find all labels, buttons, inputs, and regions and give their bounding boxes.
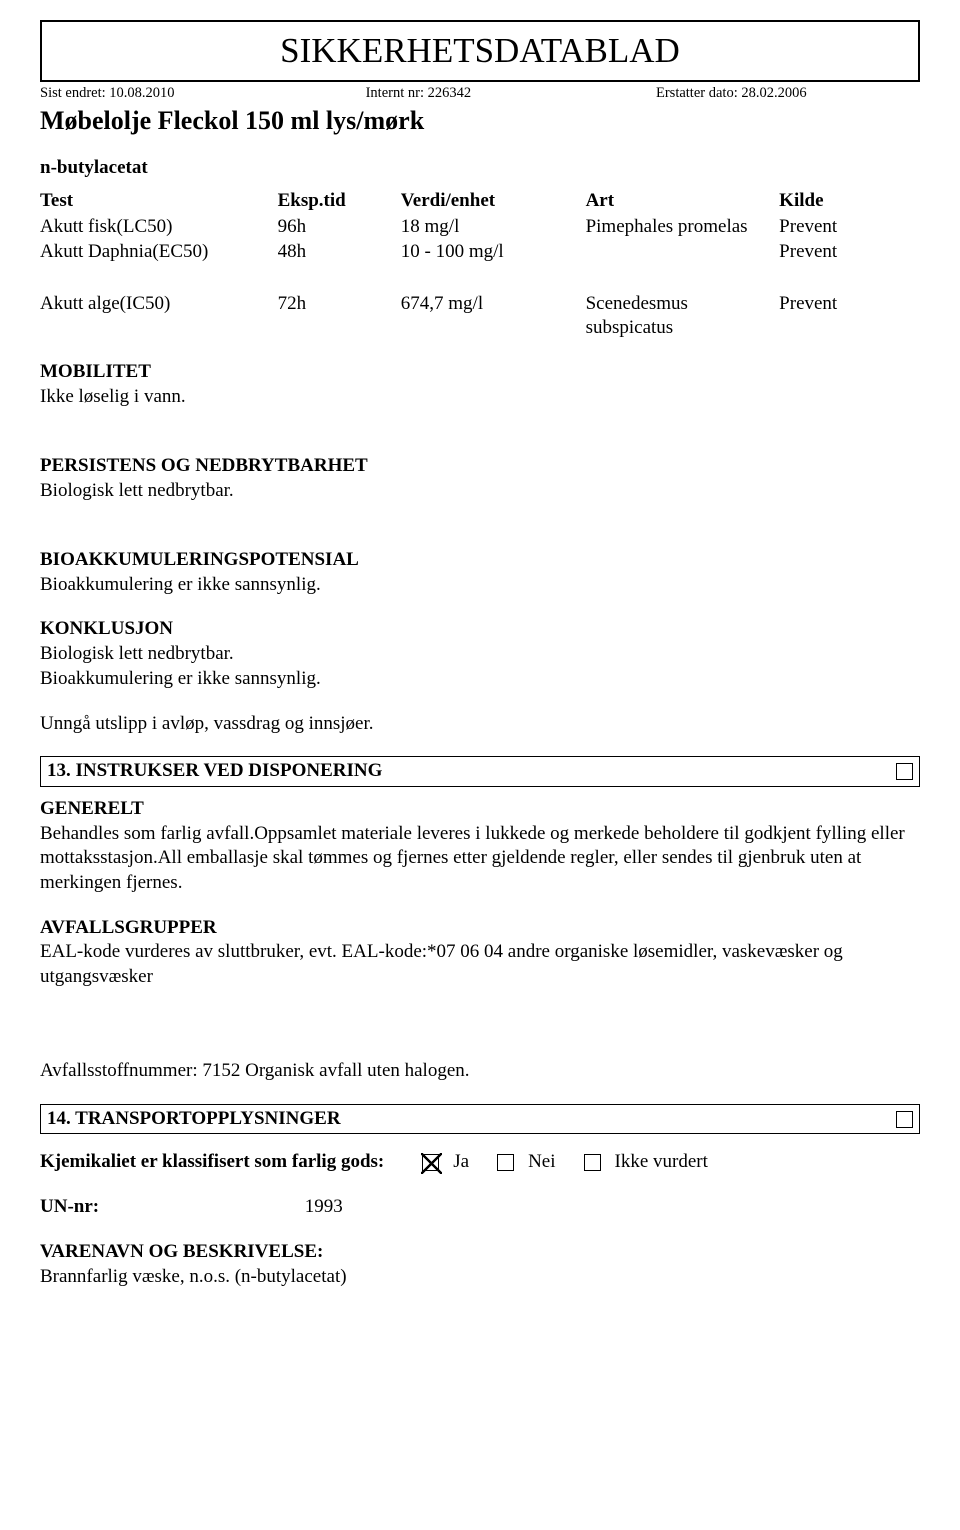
un-row: UN-nr: 1993 <box>40 1195 920 1220</box>
table-row: Akutt Daphnia(EC50) 48h 10 - 100 mg/l Pr… <box>40 240 920 266</box>
general-text: Behandles som farlig avfall.Oppsamlet ma… <box>40 822 920 896</box>
waste-heading: AVFALLSGRUPPER <box>40 916 920 941</box>
general-heading: GENERELT <box>40 797 920 822</box>
waste-number: Avfallsstoffnummer: 7152 Organisk avfall… <box>40 1059 920 1084</box>
document-title: SIKKERHETSDATABLAD <box>40 20 920 82</box>
col-art: Art <box>586 189 780 215</box>
conclusion-l1: Biologisk lett nedbrytbar. <box>40 642 920 667</box>
un-label: UN-nr: <box>40 1195 300 1220</box>
col-eksp: Eksp.tid <box>278 189 401 215</box>
waste-text: EAL-kode vurderes av sluttbruker, evt. E… <box>40 940 920 989</box>
checkbox-ikke-icon <box>584 1154 601 1171</box>
checkbox-ja-icon <box>422 1154 439 1171</box>
product-name: Møbelolje Fleckol 150 ml lys/mørk <box>40 104 920 138</box>
meta-internal: Internt nr: 226342 <box>366 84 656 103</box>
table-row: Akutt alge(IC50) 72h 674,7 mg/l Scenedes… <box>40 292 920 342</box>
conclusion-heading: KONKLUSJON <box>40 617 920 642</box>
mobility-text: Ikke løselig i vann. <box>40 385 920 410</box>
section-13-header: 13. INSTRUKSER VED DISPONERING <box>40 756 920 787</box>
opt-ja: Ja <box>453 1150 469 1175</box>
eco-substance: n-butylacetat <box>40 156 920 181</box>
un-value: 1993 <box>305 1196 343 1217</box>
bioacc-heading: BIOAKKUMULERINGSPOTENSIAL <box>40 548 920 573</box>
persistence-text: Biologisk lett nedbrytbar. <box>40 479 920 504</box>
gods-label: Kjemikaliet er klassifisert som farlig g… <box>40 1150 384 1175</box>
meta-changed: Sist endret: 10.08.2010 <box>40 84 366 103</box>
bioacc-text: Bioakkumulering er ikke sannsynlig. <box>40 573 920 598</box>
section-14-header: 14. TRANSPORTOPPLYSNINGER <box>40 1104 920 1135</box>
dangerous-goods-row: Kjemikaliet er klassifisert som farlig g… <box>40 1150 920 1175</box>
eco-table: Test Eksp.tid Verdi/enhet Art Kilde Akut… <box>40 189 920 342</box>
table-row <box>40 266 920 292</box>
section-13-title: 13. INSTRUKSER VED DISPONERING <box>47 759 382 784</box>
checkbox-nei-icon <box>497 1154 514 1171</box>
table-row: Akutt fisk(LC50) 96h 18 mg/l Pimephales … <box>40 215 920 241</box>
section-14-title: 14. TRANSPORTOPPLYSNINGER <box>47 1107 341 1132</box>
product-name-text: Brannfarlig væske, n.o.s. (n-butylacetat… <box>40 1265 920 1290</box>
opt-ikke: Ikke vurdert <box>615 1150 708 1175</box>
conclusion-avoid: Unngå utslipp i avløp, vassdrag og innsj… <box>40 712 920 737</box>
conclusion-l2: Bioakkumulering er ikke sannsynlig. <box>40 667 920 692</box>
persistence-heading: PERSISTENS OG NEDBRYTBARHET <box>40 454 920 479</box>
mobility-heading: MOBILITET <box>40 360 920 385</box>
checkbox-icon <box>896 1111 913 1128</box>
col-kilde: Kilde <box>779 189 920 215</box>
col-verdi: Verdi/enhet <box>401 189 586 215</box>
meta-row: Sist endret: 10.08.2010 Internt nr: 2263… <box>40 84 920 103</box>
col-test: Test <box>40 189 278 215</box>
checkbox-icon <box>896 763 913 780</box>
meta-replaces: Erstatter dato: 28.02.2006 <box>656 84 920 103</box>
opt-nei: Nei <box>528 1150 555 1175</box>
product-name-heading: VARENAVN OG BESKRIVELSE: <box>40 1240 920 1265</box>
